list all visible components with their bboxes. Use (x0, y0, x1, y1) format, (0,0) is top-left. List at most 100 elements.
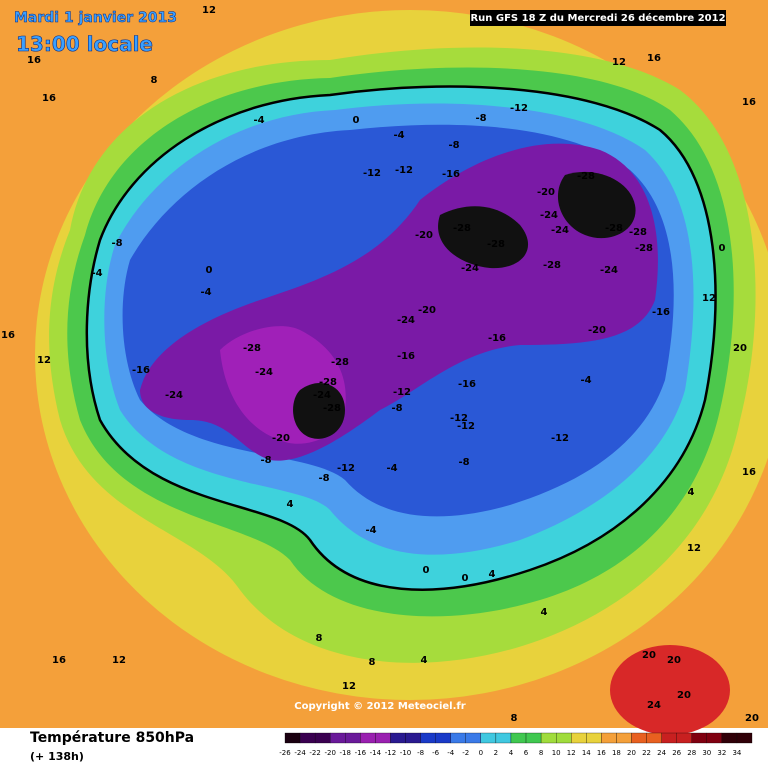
contour-label: -24 (255, 367, 273, 378)
contour-label: -20 (418, 305, 436, 316)
date: Mardi 1 janvier 2013 (14, 10, 177, 26)
legend-label: 26 (672, 749, 681, 757)
contour-label: 16 (42, 93, 56, 104)
legend-swatch (556, 732, 572, 744)
legend-swatch (480, 732, 497, 744)
contour-label: 20 (677, 690, 691, 701)
legend-label: -14 (370, 749, 382, 757)
legend-swatch (330, 732, 346, 744)
contour-label: -8 (458, 457, 469, 468)
contour-label: 24 (647, 700, 661, 711)
contour-label: -12 (337, 463, 355, 474)
contour-label: 4 (541, 607, 548, 618)
legend-label: -10 (400, 749, 411, 757)
contour-label: -28 (629, 227, 647, 238)
contour-label: 12 (202, 5, 216, 16)
contour-label: -20 (415, 230, 433, 241)
contour-label: -28 (453, 223, 471, 234)
legend-label: -24 (294, 749, 306, 757)
legend-label: 28 (687, 749, 696, 757)
contour-label: 20 (745, 713, 759, 724)
contour-label: 12 (687, 543, 701, 554)
legend-label: 8 (539, 749, 543, 757)
contour-label: -24 (313, 390, 331, 401)
contour-label: 4 (688, 487, 695, 498)
legend-label: -2 (462, 749, 469, 757)
legend-swatch (495, 732, 512, 744)
contour-label: 20 (667, 655, 681, 666)
legend-swatch (390, 732, 406, 744)
legend-swatch (601, 732, 617, 744)
legend-label: 20 (627, 749, 636, 757)
legend-label: 14 (582, 749, 591, 757)
legend-label: 18 (612, 749, 621, 757)
contour-label: 20 (642, 650, 656, 661)
zero-isotherm (85, 85, 717, 591)
contour-label: -20 (588, 325, 606, 336)
copyright: Copyright © 2012 Meteociel.fr (294, 701, 465, 712)
legend-swatch (375, 732, 391, 744)
contour-label: -24 (165, 390, 183, 401)
contour-label: 16 (647, 53, 661, 64)
contour-label: -12 (395, 165, 413, 176)
contour-label: 0 (206, 265, 213, 276)
contour-label: -28 (323, 403, 341, 414)
legend-swatch (510, 732, 527, 744)
legend-label: 12 (567, 749, 576, 757)
contour-label: 12 (612, 57, 626, 68)
lead-time: (+ 138h) (30, 750, 84, 763)
legend-label: -18 (340, 749, 351, 757)
contour-label: -28 (319, 377, 337, 388)
legend-swatch (450, 732, 466, 744)
legend-swatch (405, 732, 421, 744)
time: 13:00 locale (16, 32, 153, 56)
legend-label: 6 (524, 749, 529, 757)
legend-label: 34 (732, 749, 741, 757)
contour-label: -8 (448, 140, 459, 151)
contour-label: -12 (450, 413, 468, 424)
legend-label: 22 (642, 749, 651, 757)
legend-label: 2 (494, 749, 498, 757)
legend-swatch (420, 732, 436, 744)
legend-label: 4 (509, 749, 514, 757)
contour-label: 0 (353, 115, 360, 126)
contour-label: -16 (488, 333, 506, 344)
contour-label: -4 (91, 268, 102, 279)
contour-label: 20 (733, 343, 747, 354)
legend-label: 0 (479, 749, 483, 757)
contour-label: -24 (551, 225, 569, 236)
legend-label: -4 (447, 749, 455, 757)
contour-label: 16 (27, 55, 41, 66)
contour-label: 0 (423, 565, 430, 576)
legend-label: 30 (702, 749, 711, 757)
contour-label: 4 (421, 655, 428, 666)
contour-label: -8 (475, 113, 486, 124)
contour-label: 16 (1, 330, 15, 341)
contour-label: -28 (331, 357, 349, 368)
run-info: Run GFS 18 Z du Mercredi 26 décembre 201… (470, 12, 725, 24)
contour-label: -12 (393, 387, 411, 398)
contour-label: 8 (511, 713, 518, 724)
legend-swatch (571, 732, 587, 744)
contour-label: -16 (132, 365, 150, 376)
contour-label: -24 (397, 315, 415, 326)
legend-swatch (631, 732, 647, 744)
contour-label: -16 (458, 379, 476, 390)
legend-label: -6 (432, 749, 440, 757)
run-banner (470, 10, 726, 26)
contour-label: 8 (369, 657, 376, 668)
legend-label: -22 (309, 749, 320, 757)
temp-zone (293, 382, 345, 439)
legend-label: 32 (717, 749, 726, 757)
contour-label: -4 (580, 375, 591, 386)
contour-label: -8 (391, 403, 402, 414)
contour-label: 8 (316, 633, 323, 644)
contour-label: -12 (363, 168, 381, 179)
legend-swatch (661, 732, 677, 744)
footer-title: Température 850hPa (30, 730, 194, 746)
contour-label: 12 (37, 355, 51, 366)
contour-label: -20 (272, 433, 290, 444)
contour-label: -24 (600, 265, 618, 276)
legend-swatch (345, 732, 361, 744)
contour-label: 0 (462, 573, 469, 584)
